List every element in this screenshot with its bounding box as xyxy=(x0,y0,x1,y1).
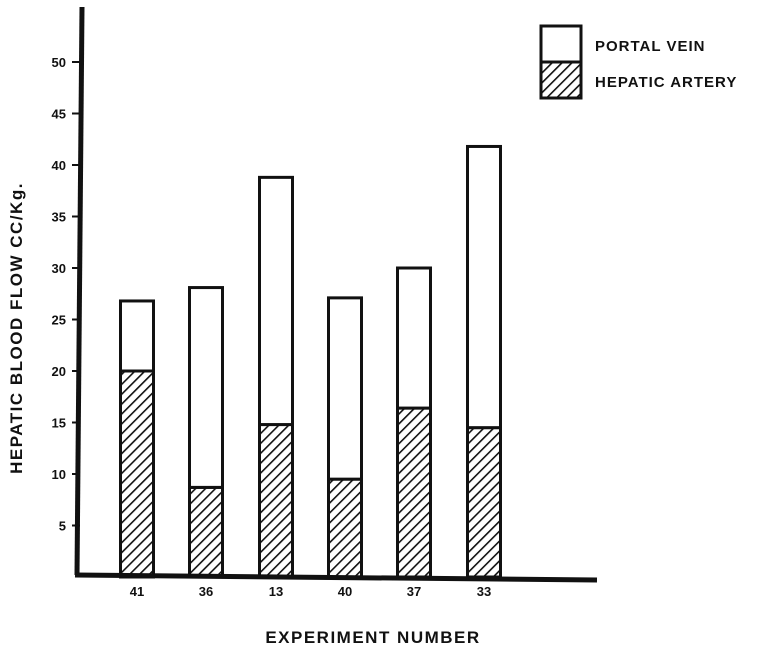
y-tick-label: 30 xyxy=(52,261,66,276)
bar-hepatic-artery-exp-41 xyxy=(119,369,155,579)
legend-label-hepatic-artery: HEPATIC ARTERY xyxy=(595,74,737,91)
y-axis-line xyxy=(74,6,85,576)
y-tick-label: 50 xyxy=(52,55,66,70)
bar-portal-vein-exp-41 xyxy=(119,299,155,373)
x-tick-label: 33 xyxy=(477,584,491,599)
legend-swatch-portal-vein xyxy=(539,24,583,64)
bar-portal-vein-exp-33 xyxy=(466,144,502,430)
bar-hepatic-artery-exp-40 xyxy=(327,477,363,579)
bar-hepatic-artery-exp-37 xyxy=(396,406,432,579)
y-tick-label: 5 xyxy=(59,519,66,534)
legend-label-portal-vein: PORTAL VEIN xyxy=(595,38,705,55)
y-tick-label: 35 xyxy=(52,210,66,225)
bar-portal-vein-exp-13 xyxy=(258,175,294,427)
bars-layer xyxy=(119,144,502,579)
bar-hepatic-artery-exp-13 xyxy=(258,423,294,579)
y-tick-label: 25 xyxy=(52,313,66,328)
x-axis-line xyxy=(74,572,598,583)
y-axis-title: HEPATIC BLOOD FLOW CC/Kg. xyxy=(7,182,26,474)
x-tick-label: 36 xyxy=(199,584,213,599)
x-tick-label: 13 xyxy=(269,584,283,599)
x-axis-title: EXPERIMENT NUMBER xyxy=(265,628,480,647)
x-tick-label: 40 xyxy=(338,584,352,599)
legend-swatch-hepatic-artery xyxy=(539,60,583,100)
y-tick-label: 45 xyxy=(52,107,66,122)
y-tick-label: 15 xyxy=(52,416,66,431)
y-ticks: 5 10 15 20 25 30 35 40 45 50 xyxy=(52,55,80,534)
x-tick-labels: 41 36 13 40 37 33 xyxy=(130,584,491,599)
bar-portal-vein-exp-40 xyxy=(327,296,363,481)
y-tick-label: 40 xyxy=(52,158,66,173)
y-tick-label: 10 xyxy=(52,467,66,482)
bar-portal-vein-exp-36 xyxy=(188,286,224,489)
bar-hepatic-artery-exp-36 xyxy=(188,485,224,579)
bar-portal-vein-exp-37 xyxy=(396,266,432,410)
y-tick-label: 20 xyxy=(52,364,66,379)
x-tick-label: 41 xyxy=(130,584,144,599)
bar-hepatic-artery-exp-33 xyxy=(466,426,502,579)
legend: PORTAL VEIN HEPATIC ARTERY xyxy=(539,24,737,100)
x-tick-label: 37 xyxy=(407,584,421,599)
